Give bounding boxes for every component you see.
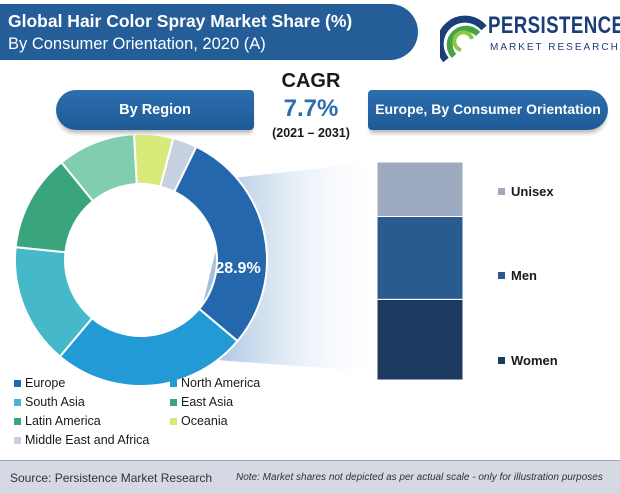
bar-label-text: Women bbox=[511, 353, 558, 368]
legend-swatch bbox=[170, 379, 177, 387]
cagr-label: CAGR bbox=[281, 70, 341, 92]
chart-subtitle: By Consumer Orientation, 2020 (A) bbox=[8, 35, 266, 53]
legend-label: Europe bbox=[25, 376, 66, 390]
cagr-value: 7.7% bbox=[283, 95, 339, 122]
legend-swatch bbox=[170, 398, 177, 406]
logo-tagline: MARKET RESEARCH bbox=[490, 42, 620, 53]
source-text: Source: Persistence Market Research bbox=[10, 471, 213, 485]
legend-item-europe: Europe bbox=[14, 376, 65, 390]
title-banner: Global Hair Color Spray Market Share (%)… bbox=[0, 4, 418, 60]
bar-segment-unisex bbox=[376, 161, 464, 217]
legend-item-south-asia: South Asia bbox=[14, 395, 85, 409]
cagr-period: (2021 – 2031) bbox=[272, 126, 350, 140]
legend-swatch bbox=[170, 417, 177, 425]
donut-slice-europe bbox=[172, 145, 268, 343]
bar-label-text: Men bbox=[511, 268, 537, 283]
note-text: Note: Market shares not depicted as per … bbox=[236, 472, 603, 483]
chart-title: Global Hair Color Spray Market Share (%) bbox=[8, 11, 353, 31]
bar-swatch bbox=[498, 188, 505, 195]
legend-item-latin-america: Latin America bbox=[14, 414, 101, 428]
donut-slice-north-america bbox=[58, 307, 239, 387]
legend-item-east-asia: East Asia bbox=[170, 395, 233, 409]
europe-share-label: 28.9% bbox=[215, 260, 260, 277]
legend-label: East Asia bbox=[181, 395, 234, 409]
legend-label: Latin America bbox=[25, 414, 101, 428]
bar-swatch bbox=[498, 272, 505, 279]
bar-label-text: Unisex bbox=[511, 184, 554, 199]
by-region-pill: By Region bbox=[56, 90, 254, 130]
legend-item-north-america: North America bbox=[170, 376, 260, 390]
region-donut: 28.9% bbox=[14, 133, 268, 387]
legend-item-middle-east-africa: Middle East and Africa bbox=[14, 433, 149, 447]
bar-segment-men bbox=[376, 216, 464, 300]
europe-consumer-pill: Europe, By Consumer Orientation bbox=[368, 90, 608, 130]
bar-label-men: Men bbox=[498, 268, 537, 283]
legend-label: North America bbox=[181, 376, 261, 390]
donut-slice-middle-east-and-africa bbox=[159, 136, 198, 194]
legend-swatch bbox=[14, 436, 21, 444]
bar-swatch bbox=[498, 357, 505, 364]
bar-label-unisex: Unisex bbox=[498, 184, 554, 199]
legend-label: Oceania bbox=[181, 414, 228, 428]
legend-swatch bbox=[14, 398, 21, 406]
legend-item-oceania: Oceania bbox=[170, 414, 228, 428]
legend-label: South Asia bbox=[25, 395, 85, 409]
legend-swatch bbox=[14, 417, 21, 425]
logo-brand: PERSISTENCE bbox=[488, 12, 620, 39]
legend-swatch bbox=[14, 379, 21, 387]
footer-bar: Source: Persistence Market Research Note… bbox=[0, 460, 620, 494]
logo-mark-icon bbox=[440, 15, 487, 63]
legend-label: Middle East and Africa bbox=[25, 433, 150, 447]
bar-segment-women bbox=[376, 298, 464, 381]
bar-label-women: Women bbox=[498, 353, 558, 368]
persistence-logo: PERSISTENCE MARKET RESEARCH bbox=[440, 2, 620, 72]
europe-stacked-bar bbox=[376, 161, 464, 381]
